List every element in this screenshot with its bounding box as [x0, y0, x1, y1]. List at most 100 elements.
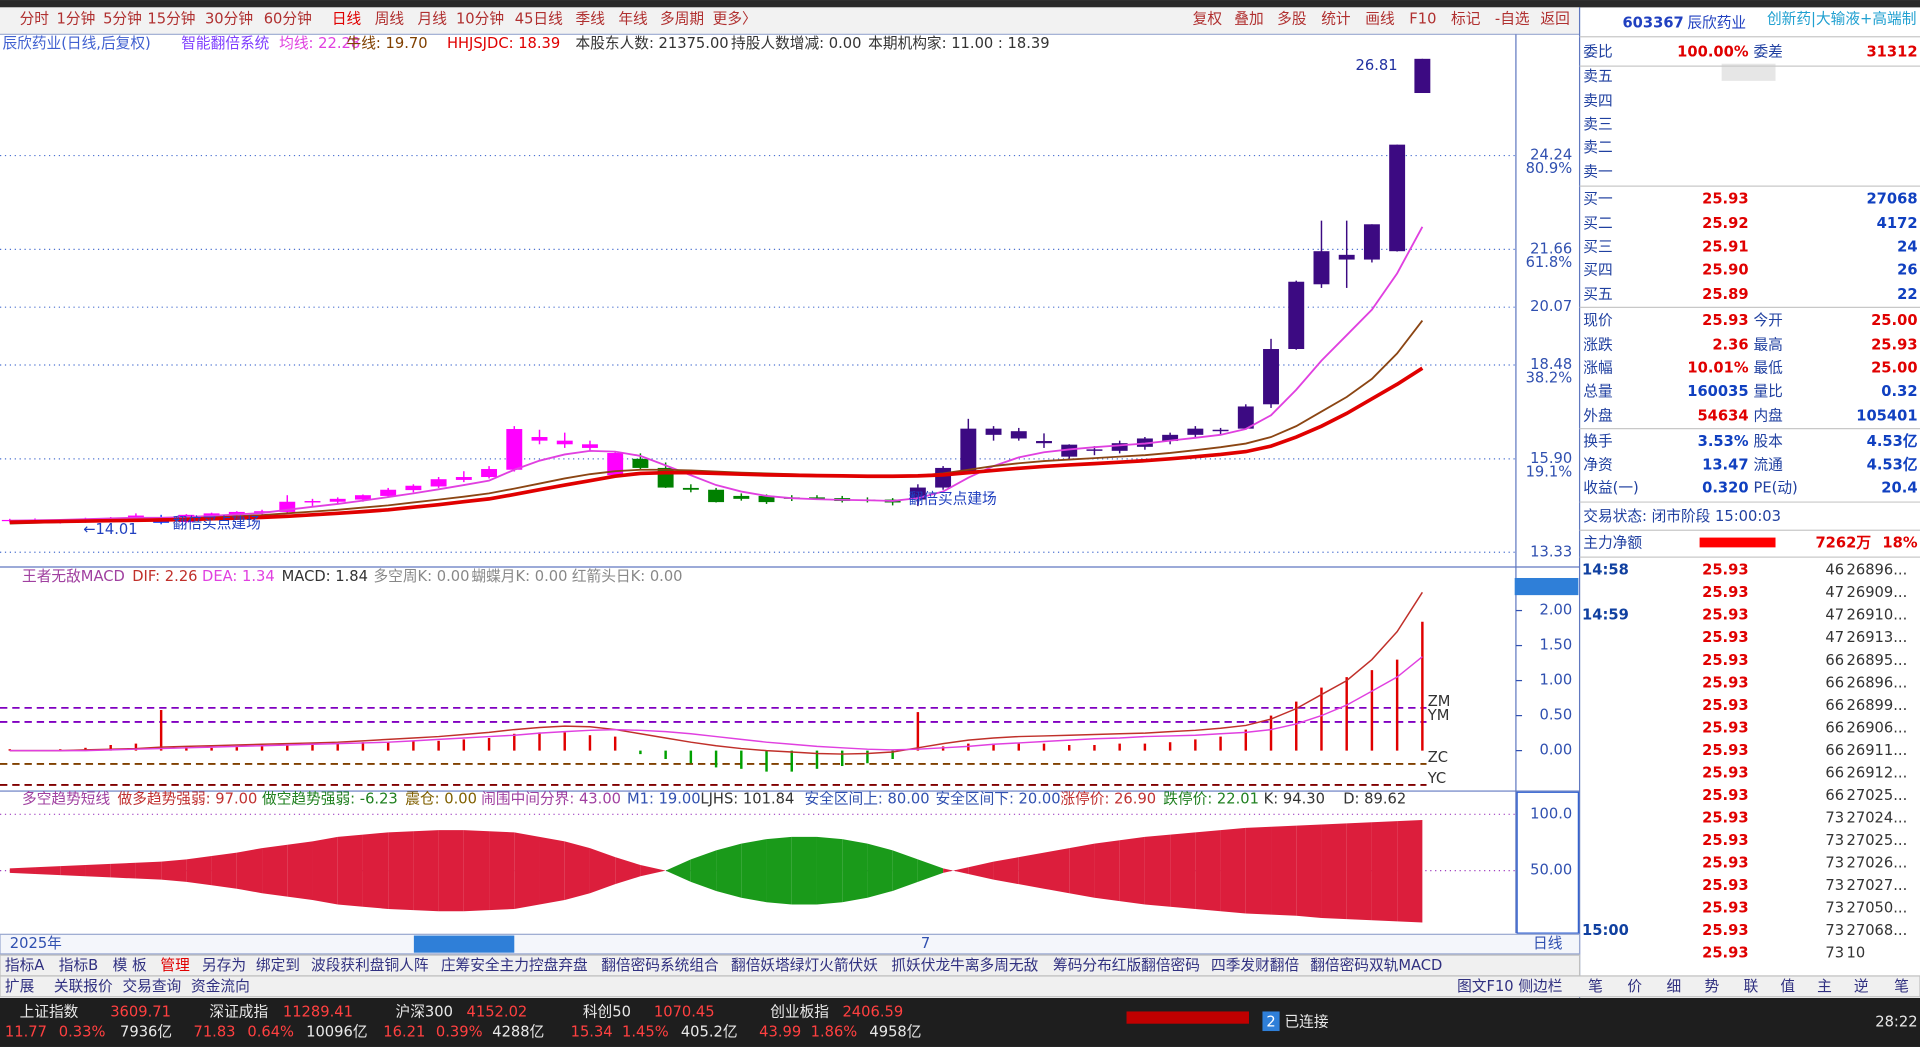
title-bar [0, 0, 1920, 8]
toolbar-button[interactable]: 分时 [20, 11, 50, 28]
toolbar-button[interactable]: 画线 [1365, 11, 1395, 28]
tick-seq: 27025... [1847, 832, 1908, 849]
tab[interactable]: 另存为 [202, 957, 246, 974]
toolbar-button[interactable]: 5分钟 [103, 11, 142, 28]
candle-body [279, 501, 296, 512]
tick-seq: 27026... [1847, 855, 1908, 872]
tab[interactable]: 笔 [1894, 978, 1909, 995]
tick-time: 15:00 [1582, 922, 1629, 939]
candle-body [203, 513, 220, 516]
indicator-value: K: 94.30 [1264, 791, 1325, 808]
toolbar-button[interactable]: 月线 [418, 11, 448, 28]
indicator-value: 多空趋势短线 [22, 791, 110, 808]
bid-price: 25.89 [1702, 286, 1748, 303]
toolbar-button[interactable]: 1分钟 [57, 11, 96, 28]
tick-volume: 47 [1825, 607, 1844, 624]
toolbar-button[interactable]: 统计 [1321, 11, 1351, 28]
tab[interactable]: 管理 [160, 957, 190, 974]
candle-body [304, 501, 321, 503]
tab[interactable]: 笔 [1588, 978, 1603, 995]
tab[interactable]: 指标A [5, 957, 44, 974]
tab[interactable]: 庄筹安全主力控盘弃盘 [441, 956, 588, 974]
index-value: 1070.45 [654, 1004, 715, 1021]
tab[interactable]: 关联报价 [54, 978, 113, 995]
tab[interactable]: 指标B [59, 957, 98, 974]
toolbar-button[interactable]: 季线 [576, 11, 606, 28]
candle-body [582, 444, 598, 448]
toolbar-button[interactable]: 年线 [618, 11, 648, 28]
y-tick-label: 18.48 [1530, 356, 1572, 373]
toolbar-button[interactable]: 15分钟 [147, 11, 195, 28]
band-segment [690, 850, 717, 891]
tab[interactable]: 交易查询 [122, 977, 181, 995]
band-segment [589, 848, 616, 894]
tick-price: 25.93 [1702, 697, 1748, 714]
toolbar-button[interactable]: 周线 [375, 11, 405, 28]
date-label: 2025年 [10, 935, 62, 952]
toolbar-button[interactable]: 日线 [332, 11, 362, 28]
quote-label: 现价 [1583, 312, 1613, 329]
toolbar-button[interactable]: 45日线 [515, 11, 563, 28]
toolbar-button[interactable]: -自选 [1495, 11, 1530, 28]
indicator-value: 闹围中间分界: 43.00 [481, 791, 621, 808]
tick-volume: 66 [1825, 674, 1844, 691]
toolbar-button[interactable]: 复权 [1193, 10, 1223, 28]
bid-label: 买二 [1583, 215, 1612, 232]
toolbar-button[interactable]: 60分钟 [264, 11, 312, 28]
tab[interactable]: 联 [1744, 978, 1759, 995]
connection-status: 已连接 [1284, 1013, 1328, 1030]
tab[interactable]: 模 板 [113, 956, 147, 974]
toolbar-button[interactable]: 更多〉 [713, 11, 757, 28]
toolbar-button[interactable]: 返回 [1540, 11, 1569, 28]
tab[interactable]: 主 [1817, 978, 1832, 995]
level-label: YM [1427, 707, 1450, 724]
tab[interactable]: 翻倍密码系统组合 [601, 957, 719, 974]
index-change: 11.77 [5, 1023, 47, 1040]
tab[interactable]: 筹码分布红版翻倍密码 [1053, 957, 1200, 974]
band-segment [186, 856, 212, 886]
tab[interactable]: 逆 [1854, 978, 1869, 995]
tab[interactable]: 图文F10 [1457, 978, 1514, 995]
tick-price: 25.93 [1702, 719, 1748, 736]
tab[interactable]: 抓妖伏龙牛离多周无敌 [891, 957, 1038, 974]
toolbar-button[interactable]: 叠加 [1234, 11, 1263, 28]
index-value: 3609.71 [110, 1004, 171, 1021]
tab[interactable]: 细 [1667, 978, 1682, 995]
toolbar-button[interactable]: 多周期 [660, 11, 704, 28]
tab[interactable]: 势 [1704, 978, 1719, 995]
quote-label: PE(动) [1753, 480, 1797, 497]
band-segment [337, 834, 363, 907]
y-tick-label: 20.07 [1530, 298, 1572, 315]
tick-price: 25.93 [1702, 809, 1748, 826]
tab[interactable]: 扩展 [5, 978, 35, 995]
collapse-button[interactable] [1721, 63, 1776, 81]
band-segment [110, 862, 136, 879]
quote-value: 4.53亿 [1867, 455, 1918, 473]
band-segment [362, 832, 389, 909]
tab[interactable]: 翻倍密码双轨MACD [1310, 957, 1442, 974]
candle-body [733, 495, 750, 499]
ask-label: 卖三 [1583, 116, 1612, 133]
fib-label: 38.2% [1526, 369, 1573, 386]
band-segment [640, 865, 666, 877]
band-segment [791, 836, 817, 905]
tab[interactable]: 四季发财翻倍 [1211, 957, 1299, 974]
toolbar-button[interactable]: 10分钟 [456, 11, 504, 28]
ask-label: 卖五 [1583, 68, 1612, 85]
tab[interactable]: 翻倍妖塔绿灯火箭伏妖 [731, 956, 878, 974]
tick-volume: 66 [1825, 697, 1844, 714]
tab[interactable]: 波段获利盘铜人阵 [311, 956, 429, 974]
band-segment [388, 831, 414, 911]
tab[interactable]: 侧边栏 [1518, 978, 1562, 995]
toolbar-button[interactable]: 30分钟 [205, 11, 253, 28]
fib-label: 80.9% [1526, 160, 1573, 177]
toolbar-button[interactable]: 标记 [1451, 11, 1481, 28]
tab[interactable]: 值 [1780, 978, 1795, 995]
toolbar-button[interactable]: F10 [1409, 11, 1436, 28]
toolbar-button[interactable]: 多股 [1277, 11, 1307, 28]
tab[interactable]: 资金流向 [191, 978, 250, 995]
tick-seq: 26912... [1847, 764, 1908, 781]
tab[interactable]: 绑定到 [256, 957, 300, 974]
tab[interactable]: 价 [1627, 978, 1642, 995]
